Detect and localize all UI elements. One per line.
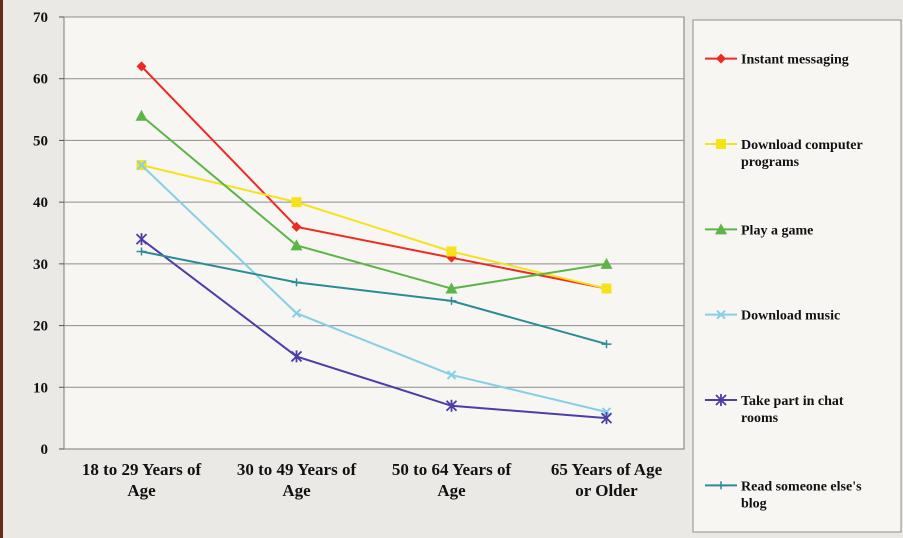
series-line-1: [141, 164, 607, 290]
series-3-point-0: [136, 160, 147, 170]
series-4-point-0: [135, 233, 148, 246]
legend-marker-3-shape: [716, 309, 726, 320]
series-4-point-1: [290, 350, 303, 363]
legend-label-2-0: Play a game: [741, 223, 813, 238]
series-3-point-1-shape: [291, 308, 302, 318]
y-tick-label-60: 60: [33, 72, 48, 88]
series-0-point-1-shape: [291, 221, 302, 232]
y-tick-label-40: 40: [33, 195, 48, 211]
series-3-point-0-shape: [136, 160, 147, 170]
series-2-point-2: [445, 282, 458, 294]
series-2-point-0-shape: [135, 109, 148, 121]
series-5-point-1-shape: [291, 278, 302, 287]
legend-marker-1: [716, 139, 726, 149]
series-4-point-1-shape: [290, 350, 303, 363]
legend-item-4: Take part in chat rooms: [705, 394, 844, 426]
series-line-3: [140, 164, 607, 413]
series-5-point-0: [136, 247, 147, 256]
x-tick-label-3-1: or Older: [575, 481, 638, 500]
series-0-point-0-shape: [136, 61, 147, 72]
legend-label-4-0: Take part in chat: [741, 394, 844, 409]
series-2-point-3: [600, 257, 613, 269]
series-2-point-0: [135, 109, 148, 121]
legend-item-1: Download computer programs: [705, 138, 863, 170]
legend-item-5: Read someone else's blog: [705, 479, 862, 511]
legend-marker-0-shape: [716, 53, 726, 64]
x-tick-label-1-0: 30 to 49 Years of: [237, 460, 357, 479]
series-1-point-1-shape: [291, 197, 302, 208]
series-5-point-2-shape: [446, 296, 457, 305]
series-line-2: [140, 114, 607, 290]
legend-label-1-1: programs: [741, 155, 800, 170]
x-tick-label-3-0: 65 Years of Age: [551, 460, 663, 479]
series-5-point-2: [446, 296, 457, 305]
legend-label-5-0: Read someone else's: [741, 479, 862, 494]
series-4-point-3: [600, 412, 613, 425]
y-tick-label-20: 20: [33, 319, 48, 335]
y-tick-label-50: 50: [33, 133, 48, 149]
series-line-4: [140, 238, 607, 420]
legend-label-1-0: Download computer: [741, 138, 863, 153]
legend-marker-3: [716, 309, 726, 320]
series-1-point-3: [601, 283, 612, 294]
series-1-point-3-shape: [601, 283, 612, 294]
series-line-0: [140, 65, 607, 290]
legend-marker-5-shape: [716, 481, 726, 490]
legend-label-3-0: Download music: [741, 309, 840, 324]
legend-label-4-1: rooms: [741, 411, 779, 426]
series-1-point-2: [446, 246, 457, 257]
legend-marker-0: [716, 53, 726, 64]
series-2-point-2-shape: [445, 282, 458, 294]
series-3-point-2: [446, 370, 457, 380]
series-4-point-2: [445, 399, 458, 412]
series-5-point-0-shape: [136, 247, 147, 256]
series-3-point-1: [291, 308, 302, 318]
legend-marker-2-shape: [715, 223, 727, 235]
legend-marker-2: [715, 223, 727, 235]
series-2-point-1-shape: [290, 239, 303, 251]
legend-marker-4-shape: [715, 394, 727, 406]
series-2-point-3-shape: [600, 257, 613, 269]
series-2-point-1: [290, 239, 303, 251]
series-5-point-3-shape: [601, 340, 612, 349]
y-tick-label-70: 70: [33, 10, 48, 26]
series-4-point-2-shape: [445, 399, 458, 412]
series-5-point-1: [291, 278, 302, 287]
legend-marker-1-shape: [716, 139, 726, 149]
y-tick-label-10: 10: [33, 380, 48, 396]
y-tick-label-0: 0: [41, 442, 49, 458]
series-0-point-1: [291, 221, 302, 232]
legend-box: [692, 19, 902, 533]
series-0-point-0: [136, 61, 147, 72]
series-5-point-3: [601, 340, 612, 349]
series-3-point-2-shape: [446, 370, 457, 380]
legend-marker-4: [715, 394, 727, 406]
series-4-point-0-shape: [135, 233, 148, 246]
series-line-5: [141, 250, 607, 346]
plot-area: [63, 16, 685, 450]
series-1-point-2-shape: [446, 246, 457, 257]
x-tick-label-0-1: Age: [127, 481, 156, 500]
x-tick-label-1-1: Age: [282, 481, 311, 500]
x-tick-label-2-1: Age: [437, 481, 466, 500]
x-tick-label-2-0: 50 to 64 Years of: [392, 460, 512, 479]
legend-label-5-1: blog: [741, 496, 767, 511]
y-tick-label-30: 30: [33, 257, 48, 273]
series-1-point-1: [291, 197, 302, 208]
legend-marker-5: [716, 481, 726, 490]
legend-label-0-0: Instant messaging: [741, 53, 849, 68]
series-4-point-3-shape: [600, 412, 613, 425]
x-tick-label-0-0: 18 to 29 Years of: [82, 460, 202, 479]
